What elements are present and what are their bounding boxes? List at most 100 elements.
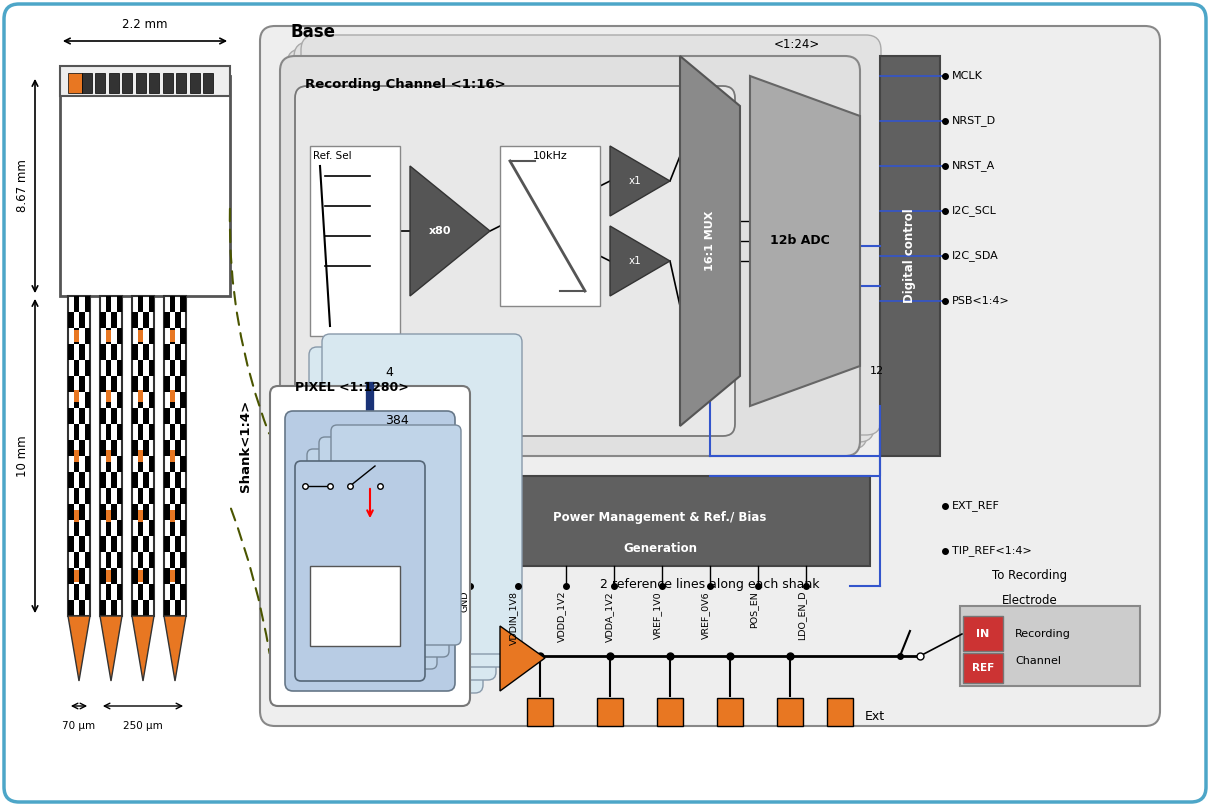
Bar bbox=[826, 698, 853, 726]
Text: Generation: Generation bbox=[623, 542, 697, 555]
Bar bbox=[138, 570, 143, 582]
FancyBboxPatch shape bbox=[309, 347, 509, 667]
FancyBboxPatch shape bbox=[260, 26, 1160, 726]
Bar bbox=[143, 568, 149, 584]
Bar bbox=[111, 472, 116, 488]
Polygon shape bbox=[68, 616, 90, 681]
Bar bbox=[100, 408, 105, 424]
Bar bbox=[105, 584, 111, 600]
Text: Recording: Recording bbox=[1015, 629, 1071, 639]
Polygon shape bbox=[610, 226, 670, 296]
Bar bbox=[169, 456, 175, 472]
Bar bbox=[190, 73, 200, 93]
Bar bbox=[105, 392, 111, 408]
Bar bbox=[880, 56, 940, 456]
Polygon shape bbox=[100, 616, 122, 681]
FancyBboxPatch shape bbox=[301, 35, 881, 435]
Bar bbox=[169, 488, 175, 504]
FancyBboxPatch shape bbox=[270, 386, 469, 706]
Text: To Recording: To Recording bbox=[992, 570, 1067, 583]
Bar bbox=[105, 360, 111, 376]
Polygon shape bbox=[750, 76, 860, 406]
Bar bbox=[180, 392, 186, 408]
Bar bbox=[68, 376, 74, 392]
Bar bbox=[138, 360, 143, 376]
Bar bbox=[149, 488, 154, 504]
Bar bbox=[149, 552, 154, 568]
Bar bbox=[116, 456, 122, 472]
Bar bbox=[169, 296, 175, 312]
Text: VDDD_1V2: VDDD_1V2 bbox=[557, 591, 566, 642]
Bar bbox=[203, 73, 213, 93]
Text: Electrode: Electrode bbox=[1002, 595, 1058, 608]
Bar bbox=[100, 376, 105, 392]
Bar bbox=[74, 510, 79, 522]
Bar bbox=[85, 456, 90, 472]
Bar bbox=[138, 330, 143, 342]
Bar bbox=[180, 520, 186, 536]
Text: Ref. Sel: Ref. Sel bbox=[313, 151, 352, 161]
Bar bbox=[165, 344, 169, 360]
Text: GND: GND bbox=[461, 591, 469, 613]
Bar bbox=[79, 504, 85, 520]
Bar bbox=[143, 344, 149, 360]
Text: PSB<1:4>: PSB<1:4> bbox=[952, 296, 1010, 306]
Bar bbox=[122, 73, 132, 93]
Polygon shape bbox=[680, 56, 741, 426]
FancyBboxPatch shape bbox=[294, 42, 874, 442]
Text: TIP_REF<1:4>: TIP_REF<1:4> bbox=[952, 546, 1032, 556]
FancyBboxPatch shape bbox=[319, 437, 449, 657]
Bar bbox=[116, 392, 122, 408]
Bar bbox=[132, 536, 138, 552]
Text: 10kHz: 10kHz bbox=[532, 151, 567, 161]
Bar bbox=[85, 392, 90, 408]
Bar bbox=[116, 488, 122, 504]
Bar bbox=[111, 408, 116, 424]
Bar bbox=[79, 472, 85, 488]
Text: Digital control: Digital control bbox=[904, 209, 916, 303]
Bar bbox=[85, 360, 90, 376]
Bar bbox=[180, 552, 186, 568]
Bar bbox=[143, 440, 149, 456]
Bar bbox=[138, 328, 143, 344]
Text: Shank<1:4>: Shank<1:4> bbox=[238, 400, 252, 492]
Bar bbox=[79, 440, 85, 456]
Bar bbox=[105, 328, 111, 344]
Bar bbox=[105, 390, 111, 402]
Bar bbox=[169, 328, 175, 344]
Bar bbox=[180, 488, 186, 504]
FancyBboxPatch shape bbox=[287, 49, 868, 449]
Bar bbox=[60, 66, 230, 96]
FancyBboxPatch shape bbox=[280, 56, 860, 456]
Bar bbox=[138, 392, 143, 408]
Text: D: D bbox=[325, 596, 334, 606]
Bar bbox=[68, 408, 74, 424]
Bar bbox=[180, 456, 186, 472]
Text: VREF_1V0: VREF_1V0 bbox=[653, 591, 662, 638]
Polygon shape bbox=[410, 166, 490, 296]
Bar bbox=[81, 73, 92, 93]
Bar bbox=[68, 536, 74, 552]
Bar bbox=[138, 552, 143, 568]
Text: Q: Q bbox=[361, 596, 369, 606]
Bar bbox=[68, 504, 74, 520]
Text: 10 mm: 10 mm bbox=[16, 435, 29, 477]
Bar bbox=[169, 584, 175, 600]
Bar bbox=[111, 568, 116, 584]
Bar bbox=[116, 520, 122, 536]
Bar bbox=[138, 424, 143, 440]
Bar bbox=[100, 312, 105, 328]
Text: 2 reference lines along each shank: 2 reference lines along each shank bbox=[600, 578, 819, 591]
Text: <1:24>: <1:24> bbox=[773, 38, 820, 51]
Text: x1: x1 bbox=[629, 256, 641, 266]
Bar bbox=[74, 424, 79, 440]
Bar bbox=[100, 472, 105, 488]
Bar bbox=[100, 568, 105, 584]
Text: NRST_D: NRST_D bbox=[952, 115, 996, 127]
Bar bbox=[175, 600, 180, 616]
Bar bbox=[175, 408, 180, 424]
Text: Channel: Channel bbox=[1015, 656, 1061, 666]
Bar bbox=[68, 568, 74, 584]
Bar bbox=[169, 330, 175, 342]
Bar bbox=[132, 344, 138, 360]
